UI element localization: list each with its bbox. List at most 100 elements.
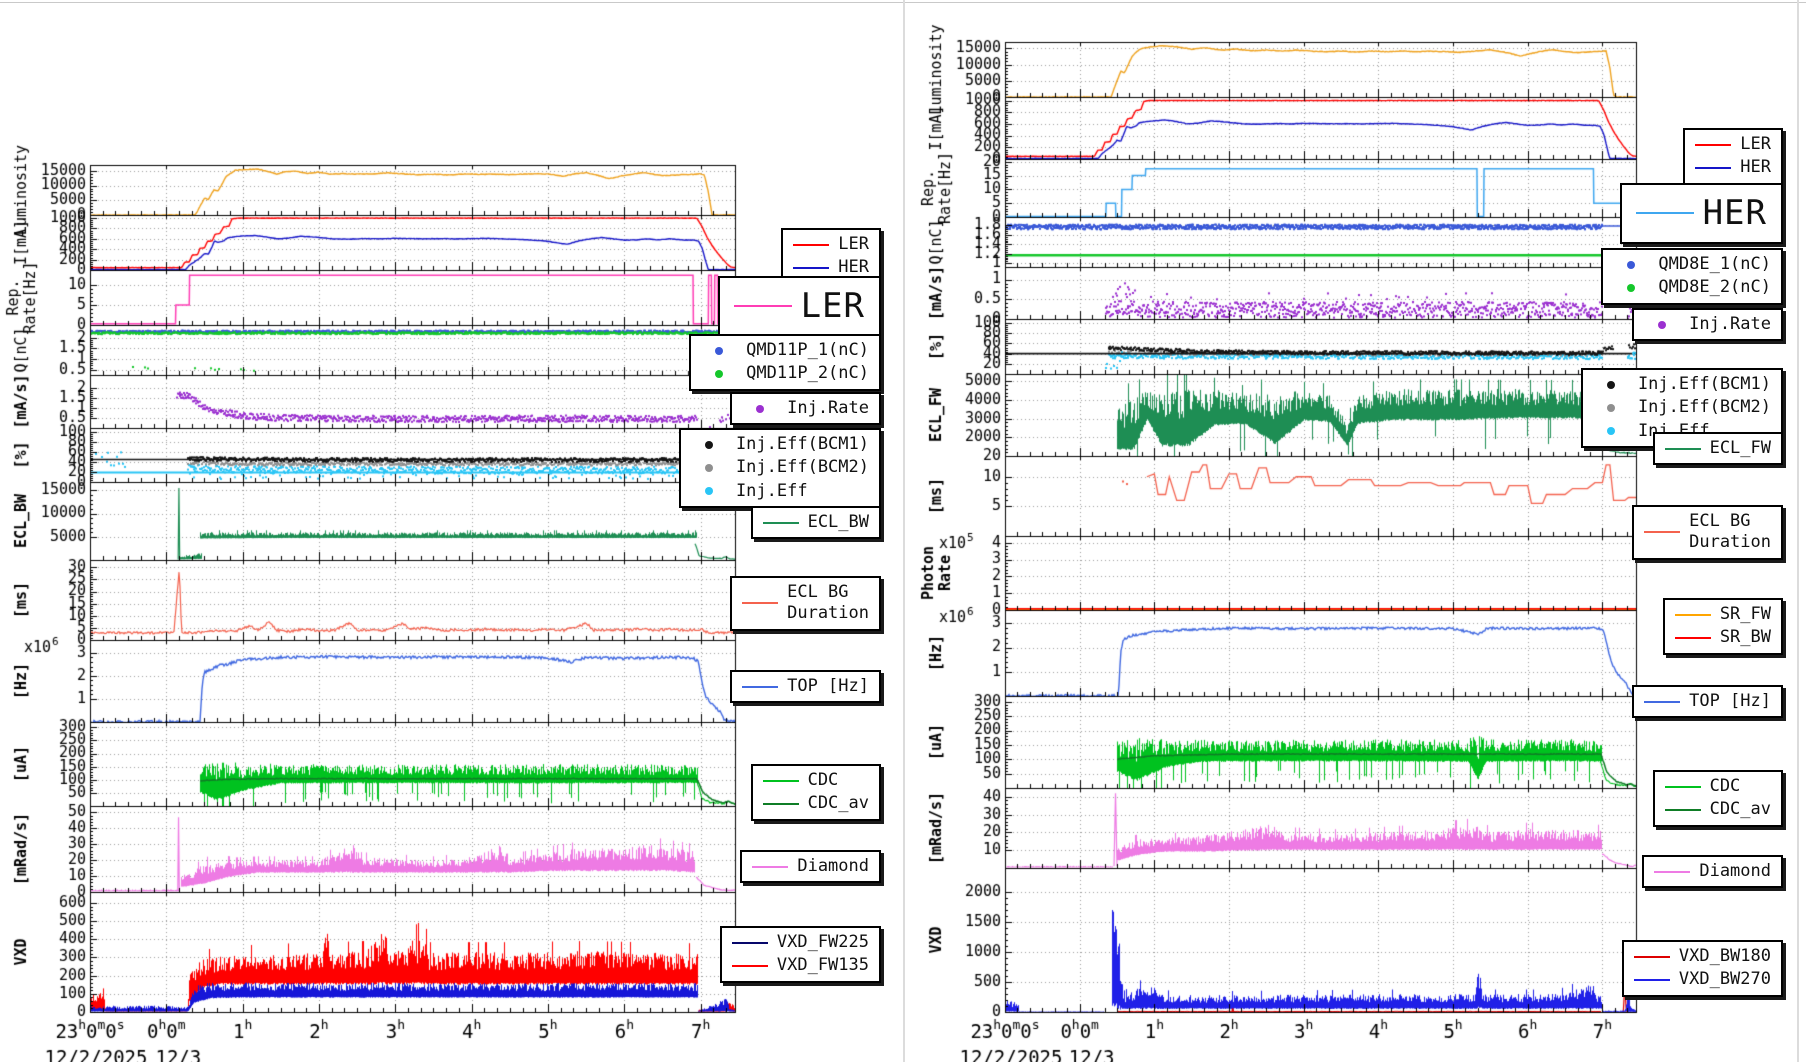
legend-label: Inj.Eff(BCM2)	[735, 457, 869, 478]
legend-label: Diamond	[797, 856, 869, 876]
window-right-border	[1797, 0, 1799, 1062]
series-line-marker	[742, 685, 779, 688]
series-line-marker	[1664, 447, 1701, 450]
series-dot-marker	[1606, 380, 1615, 389]
series-line-marker	[762, 521, 799, 524]
series-dot-marker	[1627, 260, 1636, 269]
legend-label: CDC_av	[807, 793, 869, 814]
legend-label: ECL_FW	[1709, 438, 1771, 458]
legend-label: SR_BW	[1719, 627, 1771, 648]
series-line-marker	[1695, 143, 1732, 146]
series-line-marker	[1644, 531, 1681, 534]
legend-label: QMD8E_1(nC)	[1658, 254, 1771, 274]
legend-cdc: CDC CDC_av	[1652, 770, 1783, 827]
legend-label: TOP [Hz]	[1689, 691, 1771, 711]
series-line-marker	[1664, 785, 1701, 788]
series-line-marker	[1654, 870, 1691, 873]
legend-qmd11p: QMD11P_1(nC) QMD11P_2(nC)	[689, 334, 881, 391]
legend-label: VXD_FW225	[776, 932, 869, 952]
legend-label: CDC	[807, 770, 839, 790]
legend-label: Inj.Eff(BCM2)	[1637, 397, 1771, 418]
legend-entry: Inj.Eff(BCM1)	[1593, 373, 1771, 396]
series-line-marker	[1695, 166, 1732, 169]
legend-label: Inj.Eff(BCM1)	[735, 434, 869, 454]
legend-label: VXD_BW180	[1678, 946, 1771, 966]
series-line-marker	[1633, 978, 1670, 981]
legend-entry: QMD8E_1(nC)	[1613, 253, 1771, 276]
series-line-marker	[793, 266, 830, 269]
legend-entry: QMD8E_2(nC)	[1613, 276, 1771, 299]
legend-entry: HER	[1695, 156, 1771, 179]
panel-divider	[903, 0, 905, 1062]
legend-label: VXD_BW270	[1678, 969, 1771, 990]
legend-entry: LER	[793, 233, 869, 256]
legend-cdc: CDC CDC_av	[750, 764, 881, 821]
legend-label: HER	[838, 257, 869, 278]
series-dot-marker	[1627, 283, 1636, 292]
legend-ring-ler: LER	[717, 276, 881, 337]
legend-inj-eff: Inj.Eff(BCM1) Inj.Eff(BCM2) Inj.Eff	[678, 428, 881, 508]
series-dot-marker	[704, 440, 713, 449]
legend-entry: LER	[1695, 133, 1771, 156]
legend-label: CDC	[1709, 776, 1741, 796]
legend-entry: TOP [Hz]	[742, 675, 869, 698]
series-line-marker	[762, 779, 799, 782]
legend-sr: SR_FW SR_BW	[1662, 598, 1783, 655]
legend-vxd-bw: VXD_BW180 VXD_BW270	[1621, 940, 1783, 997]
legend-entry: HER	[793, 256, 869, 279]
legend-entry: CDC	[762, 769, 869, 792]
legend-entry: VXD_BW270	[1633, 968, 1771, 991]
legend-entry: VXD_FW225	[731, 931, 869, 954]
legend-label: ECL_BW	[807, 512, 869, 532]
legend-entry: VXD_BW180	[1633, 945, 1771, 968]
legend-ler-her: LER HER	[781, 228, 881, 285]
series-line-marker	[731, 964, 768, 967]
legend-label: Inj.Rate	[1689, 314, 1771, 334]
legend-entry: LER	[733, 284, 865, 329]
series-line-marker	[1674, 613, 1711, 616]
legend-entry: SR_BW	[1674, 626, 1771, 649]
series-line-marker	[793, 243, 830, 246]
legend-top: TOP [Hz]	[1632, 685, 1783, 719]
series-line-marker	[1664, 808, 1701, 811]
series-dot-marker	[1606, 403, 1615, 412]
series-dot-marker	[756, 404, 765, 413]
legend-label: HER	[1702, 193, 1767, 233]
legend-entry: Inj.Rate	[742, 397, 869, 420]
legend-diamond: Diamond	[740, 850, 881, 884]
series-dot-marker	[715, 369, 724, 378]
legend-entry: TOP [Hz]	[1644, 690, 1771, 713]
legend-entry: QMD11P_2(nC)	[701, 362, 869, 385]
legend-entry: ECL BG Duration	[1644, 510, 1771, 555]
legend-vxd-fw: VXD_FW225 VXD_FW135	[719, 926, 881, 983]
series-line-marker	[1644, 700, 1681, 703]
legend-qmd8e: QMD8E_1(nC) QMD8E_2(nC)	[1601, 248, 1783, 305]
legend-entry: CDC	[1664, 775, 1771, 798]
legend-label: LER	[800, 286, 865, 326]
legend-label: QMD11P_2(nC)	[746, 363, 869, 384]
legend-entry: VXD_FW135	[731, 954, 869, 977]
legend-entry: Inj.Eff(BCM1)	[691, 433, 869, 456]
series-line-marker	[752, 865, 789, 868]
legend-entry: CDC_av	[1664, 798, 1771, 821]
legend-label: Diamond	[1699, 861, 1771, 881]
series-dot-marker	[704, 463, 713, 472]
series-line-marker	[762, 802, 799, 805]
legend-label: HER	[1740, 157, 1771, 178]
legend-entry: HER	[1635, 191, 1767, 236]
series-line-marker	[733, 305, 792, 308]
legend-inj-rate: Inj.Rate	[730, 392, 881, 426]
legend-top: TOP [Hz]	[730, 670, 881, 704]
legend-entry: ECL BG Duration	[742, 581, 869, 626]
legend-ecl-bg: ECL BG Duration	[1632, 505, 1783, 560]
legend-label: Inj.Rate	[787, 398, 869, 418]
series-dot-marker	[1606, 427, 1615, 436]
series-dot-marker	[715, 346, 724, 355]
legend-label: QMD11P_1(nC)	[746, 340, 869, 360]
legend-label: LER	[838, 234, 869, 254]
legend-label: ECL BG Duration	[1689, 511, 1771, 553]
legend-ecl-bw: ECL_BW	[750, 506, 881, 540]
legend-diamond: Diamond	[1642, 855, 1783, 889]
legend-entry: Inj.Eff(BCM2)	[1593, 396, 1771, 419]
series-line-marker	[1633, 955, 1670, 958]
